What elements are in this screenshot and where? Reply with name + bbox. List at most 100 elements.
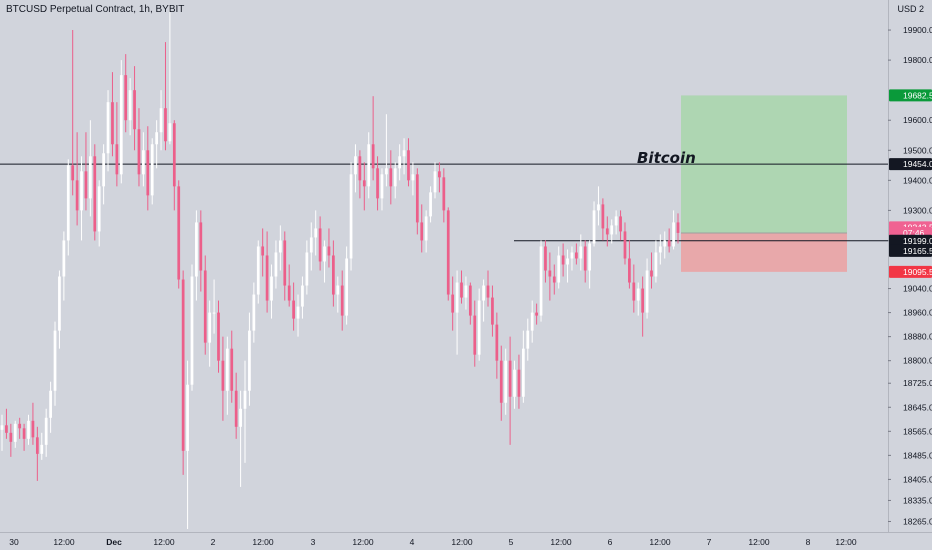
candle-body (75, 180, 79, 211)
candle (597, 186, 600, 226)
candle-body (583, 246, 587, 271)
candle (314, 210, 318, 256)
candle-body (292, 300, 295, 319)
candle-body (164, 108, 167, 142)
candle (62, 231, 66, 301)
currency-extra: 2 (918, 4, 924, 14)
candle-body (464, 285, 468, 298)
candle (248, 312, 251, 406)
candle (548, 252, 552, 301)
candle-body (239, 408, 242, 427)
candle-body (526, 330, 530, 349)
candle-body (628, 258, 631, 283)
candle-body (442, 177, 446, 211)
candle (460, 270, 463, 304)
candle (239, 390, 242, 487)
candle-body (217, 312, 220, 361)
price-label-text: 19199.0 (903, 236, 932, 246)
candle (517, 354, 521, 409)
candle-body (80, 171, 83, 211)
candle (398, 144, 402, 181)
candle-body (186, 384, 189, 451)
x-tick-label: 12:00 (352, 537, 374, 547)
candle (336, 276, 340, 313)
candle-body (40, 444, 44, 454)
candle (486, 270, 490, 307)
candle (654, 240, 658, 283)
price-label-text: 19165.5 (903, 246, 932, 256)
candle (93, 144, 97, 241)
candle (557, 246, 561, 289)
candle-body (71, 165, 75, 181)
y-tick-label: 19500.0 (903, 145, 932, 155)
candle-body (429, 192, 432, 217)
candle (217, 300, 220, 373)
candle-body (451, 294, 455, 313)
candle (243, 360, 247, 463)
candle-body (446, 210, 450, 295)
candle-body (619, 216, 622, 232)
candle (124, 54, 128, 133)
candle-body (5, 425, 8, 433)
candle (309, 222, 313, 271)
candle (468, 282, 472, 325)
candle (318, 216, 322, 271)
candle-body (340, 285, 344, 316)
candle-body (636, 288, 640, 301)
candle-body (592, 210, 596, 244)
candle (477, 288, 481, 361)
candle (225, 336, 229, 415)
candle-body (287, 285, 291, 301)
candle (641, 276, 645, 337)
candle (0, 414, 4, 451)
candle-body (566, 258, 569, 265)
candle (663, 231, 667, 259)
candle-body (146, 150, 150, 196)
candle-body (97, 186, 101, 232)
candle (601, 198, 605, 241)
candle (58, 270, 61, 349)
candle (252, 282, 256, 343)
candle-body (234, 390, 238, 427)
candle-body (473, 315, 477, 355)
x-tick-label: 6 (608, 537, 613, 547)
candle (142, 132, 145, 187)
candle (345, 246, 348, 325)
candle-body (349, 174, 353, 259)
x-tick-label: 5 (509, 537, 514, 547)
candle-body (296, 306, 300, 319)
candle (164, 42, 167, 151)
candle (287, 264, 291, 307)
candle (499, 345, 503, 421)
x-tick-label: 12:00 (252, 537, 274, 547)
y-tick-label: 19400.0 (903, 175, 932, 185)
candle-body (345, 258, 348, 316)
candle-body (332, 255, 335, 295)
candle (588, 240, 592, 289)
candle-body (420, 222, 424, 241)
candle (155, 120, 159, 169)
candle-body (557, 255, 561, 283)
candle-body (561, 255, 565, 265)
candle-body (632, 282, 636, 301)
x-tick-label: 12:00 (153, 537, 175, 547)
candle-body (455, 282, 459, 313)
x-tick-label: 3 (311, 537, 316, 547)
price-label-box (889, 265, 932, 278)
stop-zone (681, 232, 847, 272)
candle-body (407, 150, 410, 181)
candle-body (468, 285, 472, 316)
candle (539, 240, 543, 322)
candle-body (601, 204, 605, 229)
candle-body (327, 246, 331, 256)
candle-body (27, 420, 30, 439)
candle (283, 231, 287, 301)
price-label-text: 19682.5 (903, 90, 932, 100)
candle-body (491, 297, 494, 325)
candle (552, 264, 556, 295)
candle-body (499, 360, 503, 403)
candle (150, 138, 154, 205)
